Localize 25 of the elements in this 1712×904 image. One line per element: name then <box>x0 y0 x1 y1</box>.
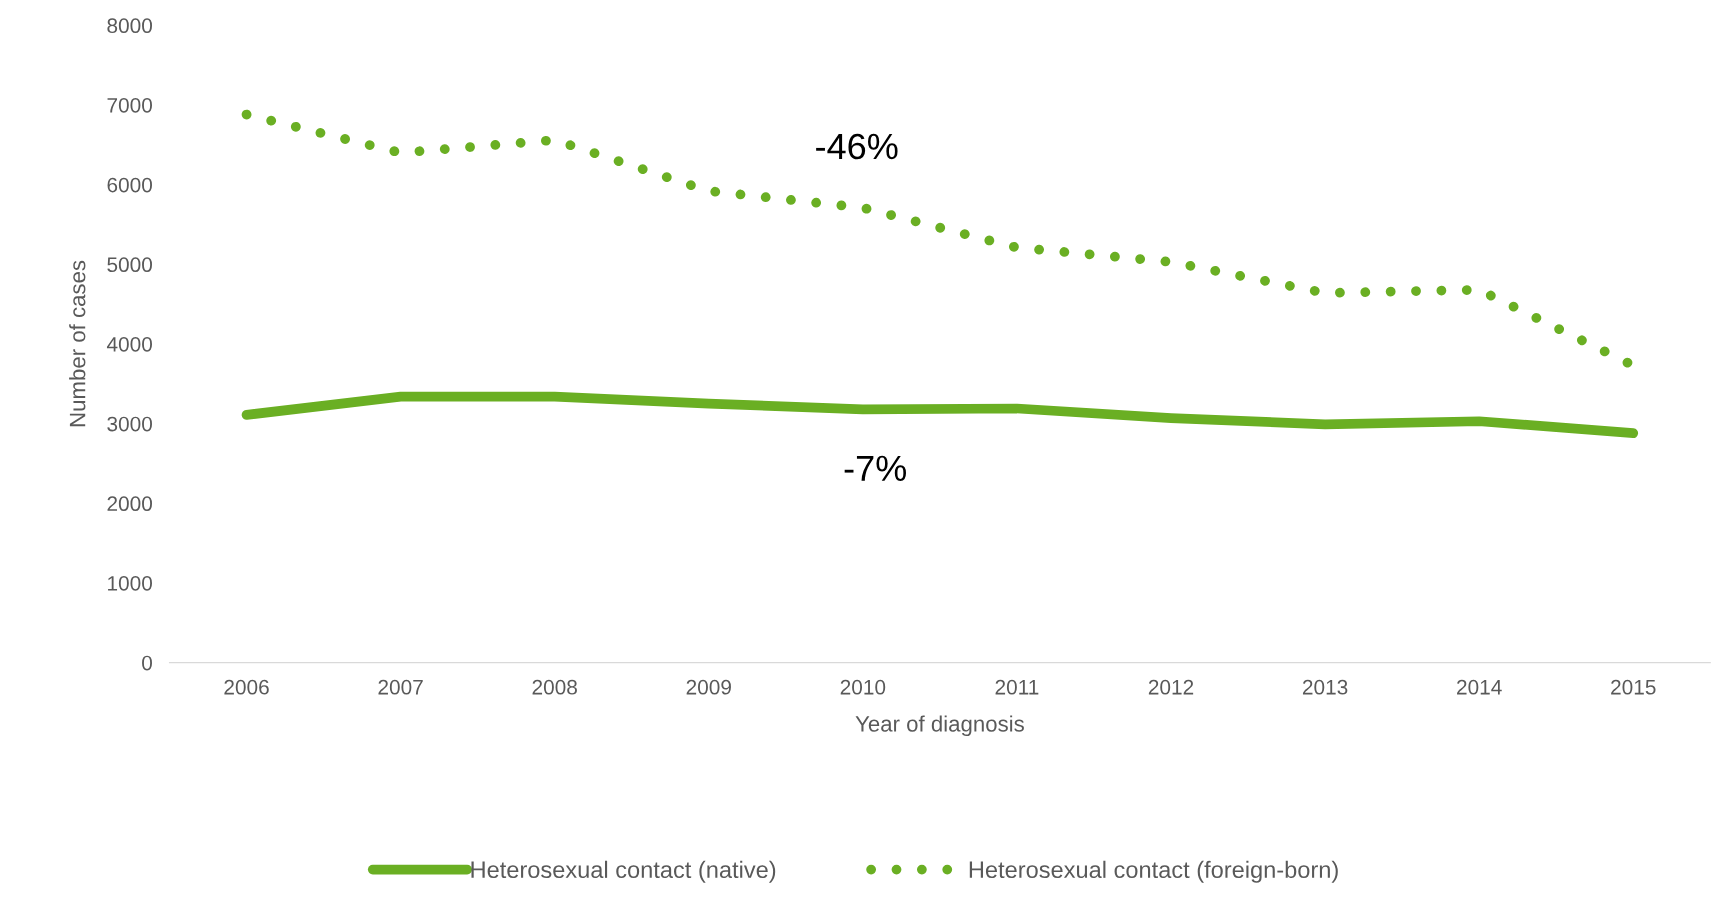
x-tick-label: 2007 <box>378 679 423 695</box>
x-tick-label: 2015 <box>1611 679 1656 695</box>
x-tick-label: 2011 <box>995 679 1039 695</box>
y-axis-title: Number of cases <box>69 260 86 427</box>
y-tick-label: 6000 <box>107 177 153 193</box>
x-tick-label: 2009 <box>686 679 731 695</box>
x-tick-label: 2008 <box>532 679 577 695</box>
y-tick-label: 8000 <box>107 18 153 34</box>
x-tick-label: 2006 <box>224 679 269 695</box>
x-tick-label: 2010 <box>840 679 886 695</box>
y-tick-label: 3000 <box>107 416 153 432</box>
annotation: -7% <box>844 455 906 481</box>
y-tick-label: 4000 <box>106 336 153 352</box>
annotation: -46% <box>816 133 898 160</box>
x-tick-label: 2012 <box>1148 679 1194 695</box>
x-axis-title: Year of diagnosis <box>855 715 1024 737</box>
y-tick-label: 0 <box>142 655 153 671</box>
y-tick-label: 1000 <box>108 575 153 591</box>
y-tick-label: 2000 <box>107 496 153 512</box>
y-tick-label: 7000 <box>107 97 153 113</box>
legend-label: Heterosexual contact (foreign-born) <box>969 860 1338 883</box>
x-tick-label: 2014 <box>1457 679 1502 695</box>
y-tick-label: 5000 <box>107 257 153 273</box>
x-tick-label: 2013 <box>1302 679 1348 695</box>
legend-label: Heterosexual contact (native) <box>471 860 776 883</box>
